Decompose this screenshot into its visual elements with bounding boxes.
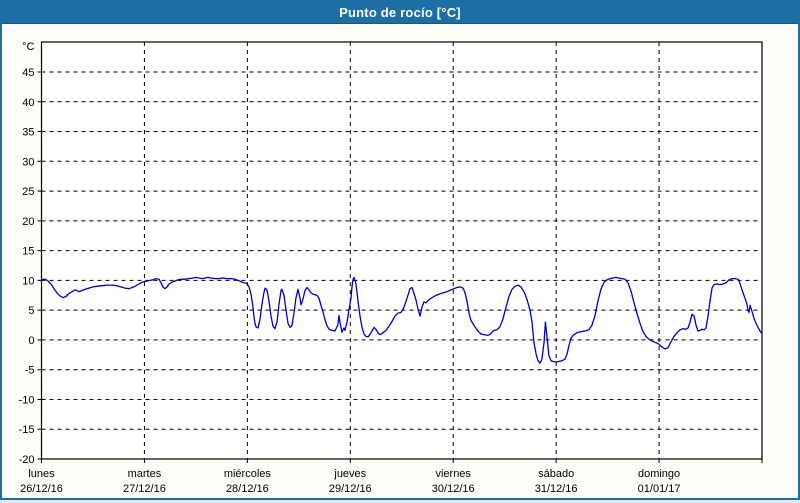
x-axis-day-label: sábado [538,468,574,480]
svg-text:10: 10 [22,275,34,287]
svg-text:-15: -15 [19,424,35,436]
svg-text:0: 0 [28,335,34,347]
x-axis-date-label: 30/12/16 [432,483,475,495]
x-axis-day-label: martes [128,468,162,480]
dew-point-chart: 45 40 35 30 25 20 15 10 5 0 -5 -10 -15 -20 °C lunes 26/1… [19,41,763,495]
svg-text:30: 30 [22,156,34,168]
window-title: Punto de rocío [°C] [339,5,461,20]
svg-text:25: 25 [22,186,34,198]
svg-text:40: 40 [22,97,34,109]
svg-text:20: 20 [22,216,34,228]
svg-text:-20: -20 [19,454,35,466]
x-axis-date-label: 27/12/16 [123,483,166,495]
x-axis-date-label: 01/01/17 [638,483,681,495]
x-axis-date-label: 31/12/16 [535,483,578,495]
x-axis-day-label: domingo [638,468,680,480]
svg-text:°C: °C [22,41,34,53]
chart-area: 45 40 35 30 25 20 15 10 5 0 -5 -10 -15 -20 °C lunes 26/1… [2,24,798,498]
title-bar: Punto de rocío [°C] [2,2,798,24]
x-axis-day-label: lunes [28,468,55,480]
x-axis-date-label: 28/12/16 [226,483,269,495]
svg-text:-5: -5 [25,365,35,377]
x-axis-date-label: 26/12/16 [20,483,63,495]
svg-text:-10: -10 [19,394,35,406]
svg-text:15: 15 [22,246,34,258]
x-axis-day-label: miércoles [224,468,272,480]
svg-text:45: 45 [22,67,34,79]
x-axis-day-label: viernes [435,468,471,480]
svg-text:5: 5 [28,305,34,317]
x-axis-day-label: jueves [333,468,366,480]
svg-text:35: 35 [22,127,34,139]
x-axis-date-label: 29/12/16 [329,483,372,495]
series-line-punto-de-rocío [40,276,763,364]
